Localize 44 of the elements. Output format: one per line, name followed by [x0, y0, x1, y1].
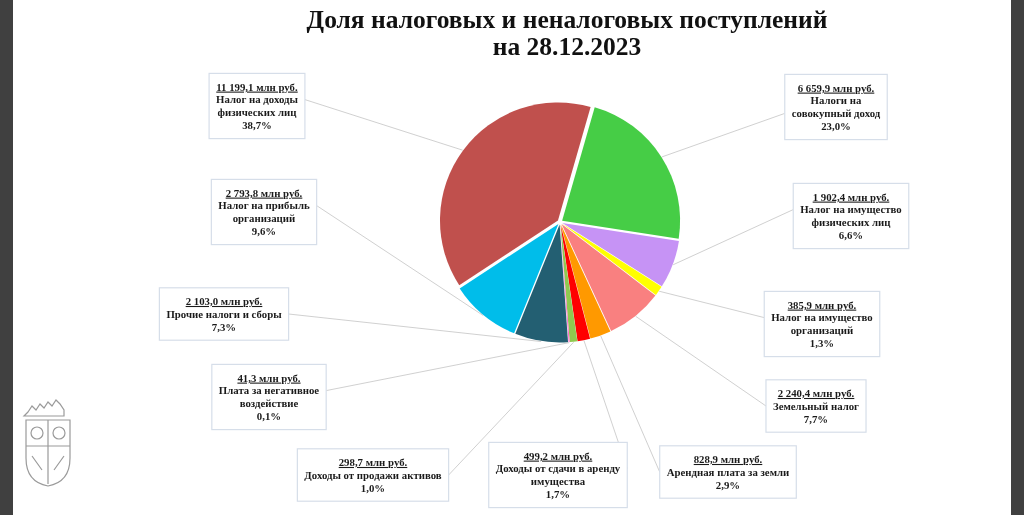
data-label: 828,9 млн руб.: [693, 452, 763, 465]
slice-label: Земельный налог: [772, 399, 860, 412]
text: 0,1%: [256, 409, 282, 422]
pie-slice: [560, 224, 611, 339]
data-label: 2 240,4 млн руб.: [777, 386, 855, 399]
slice-label: Налог на имущество физических лиц: [800, 203, 902, 229]
text: 1,0%: [360, 481, 386, 494]
text: 23,0%: [821, 119, 851, 132]
pie-slice: [560, 224, 591, 342]
data-label: 6 659,9 млн руб.: [797, 81, 875, 94]
pie-slice: [560, 224, 578, 343]
data-label: 298,7 млн руб.: [338, 455, 408, 468]
slice-label: Арендная плата за земли: [666, 465, 790, 478]
pie-slice: [440, 102, 591, 286]
slice-label: Плата за негативное воздействие: [218, 384, 320, 410]
pie-slice: [515, 224, 569, 343]
pie-slice: [561, 223, 656, 332]
data-label: 41,3 млн руб.: [237, 371, 301, 384]
slice-label: Налог на имущество организаций: [771, 311, 873, 337]
slice-label: Налог на прибыль организаций: [218, 199, 310, 225]
pie-slice: [459, 223, 559, 334]
text: 1,7%: [545, 487, 571, 500]
slice-label: Налог на доходы физических лиц: [216, 93, 299, 119]
slice-label: Налоги на совокупный доход: [791, 94, 881, 120]
data-label: 385,9 млн руб.: [787, 298, 857, 311]
data-label: 499,2 млн руб.: [523, 449, 593, 462]
text: 7,3%: [211, 320, 237, 333]
slice-label: Доходы от сдачи в аренду имущества: [495, 462, 621, 488]
text: 2,9%: [715, 478, 741, 491]
pie-slice: [562, 222, 679, 287]
pie-slice: [562, 223, 662, 295]
text: 1,3%: [809, 336, 835, 349]
data-label: 1 902,4 млн руб.: [812, 190, 890, 203]
pie-slice: [562, 107, 681, 239]
slice-label: Доходы от продажи активов: [304, 468, 442, 481]
text: 38,7%: [242, 118, 272, 131]
data-label: 11 199,1 млн руб.: [216, 80, 299, 93]
chart-title: Доля налоговых и неналоговых поступлений на 28.12.2023: [306, 4, 828, 61]
text: 6,6%: [838, 228, 864, 241]
text: 7,7%: [803, 412, 829, 425]
slice-label: Прочие налоги и сборы: [166, 307, 283, 320]
data-label: 2 103,0 млн руб.: [185, 294, 263, 307]
data-label: 2 793,8 млн руб.: [225, 186, 303, 199]
text: 9,6%: [251, 224, 277, 237]
